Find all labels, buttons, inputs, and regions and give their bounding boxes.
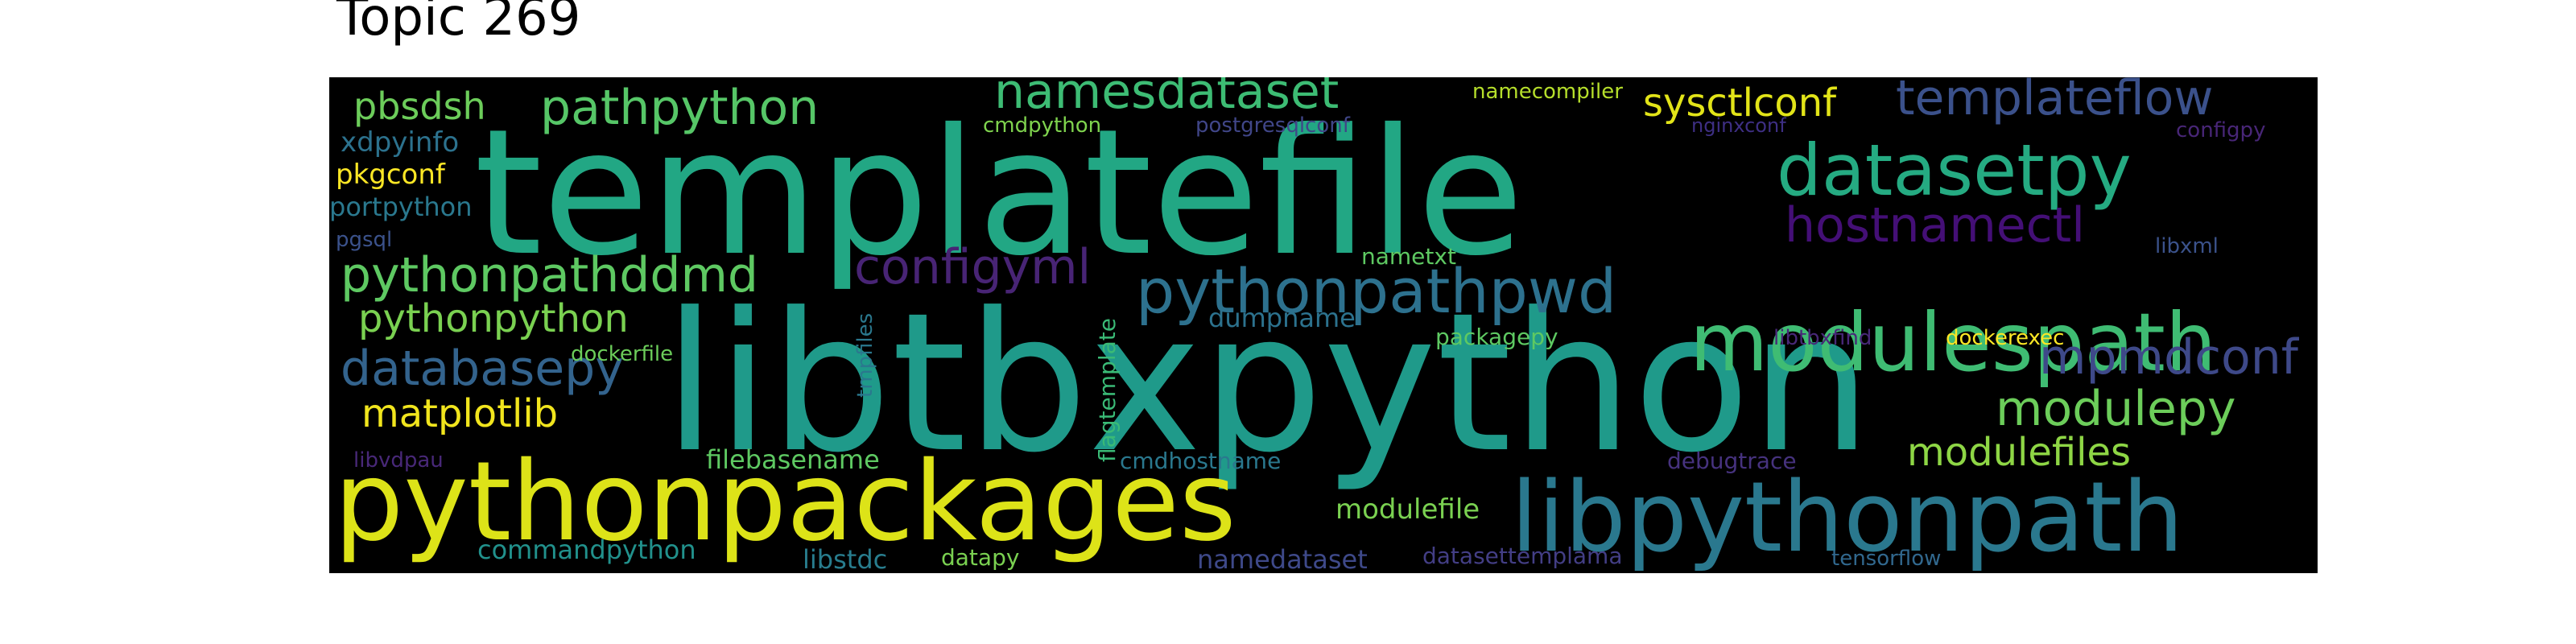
word-libtbxfind: libtbxfind xyxy=(1773,326,1872,350)
word-nametxt: nametxt xyxy=(1361,243,1456,270)
word-pythonpathpwd: pythonpathpwd xyxy=(1136,255,1616,327)
word-cmdhostname: cmdhostname xyxy=(1120,448,1281,474)
word-pythonpackages: pythonpackages xyxy=(334,439,1236,566)
word-filebasename: filebasename xyxy=(706,444,880,475)
word-nginxconf: nginxconf xyxy=(1691,114,1786,137)
word-pgsql: pgsql xyxy=(336,228,392,252)
word-databasepy: databasepy xyxy=(341,341,624,397)
word-pathpython: pathpython xyxy=(540,80,819,136)
word-xdpyinfo: xdpyinfo xyxy=(341,126,459,159)
word-cloud: templatefile libtbxpython pythonpackages li… xyxy=(329,77,2318,573)
word-modulefiles: modulefiles xyxy=(1907,430,2131,475)
word-templateflow: templateflow xyxy=(1896,77,2213,126)
word-packagepy: packagepy xyxy=(1435,324,1558,350)
word-pythonpython: pythonpython xyxy=(358,296,629,341)
word-datapy: datapy xyxy=(941,544,1019,571)
word-modulefile: modulefile xyxy=(1335,493,1480,526)
word-libvdpau: libvdpau xyxy=(353,448,444,473)
word-modulespath: modulespath xyxy=(1690,295,2216,390)
word-libstdc: libstdc xyxy=(803,544,887,573)
word-debugtrace: debugtrace xyxy=(1667,448,1797,474)
word-commandpython: commandpython xyxy=(477,535,696,565)
word-libxml: libxml xyxy=(2155,234,2219,258)
word-dockerfile: dockerfile xyxy=(571,342,673,366)
word-namecompiler: namecompiler xyxy=(1472,80,1623,104)
word-hostnamectl: hostnamectl xyxy=(1785,197,2085,254)
word-namedataset: namedataset xyxy=(1197,544,1368,573)
word-dumpname: dumpname xyxy=(1208,303,1356,333)
word-tmpfiles: tmpfiles xyxy=(853,313,877,398)
word-sysctlconf: sysctlconf xyxy=(1643,80,1837,126)
word-cmdpython: cmdpython xyxy=(983,114,1101,138)
word-matplotlib: matplotlib xyxy=(361,391,558,436)
word-libtbxpython: libtbxpython xyxy=(663,272,1872,495)
word-pkgconf: pkgconf xyxy=(336,159,446,191)
word-portpython: portpython xyxy=(329,192,473,222)
word-namesdataset: namesdataset xyxy=(994,77,1339,120)
word-dockerexec: dockerexec xyxy=(1946,326,2064,350)
word-postgresqlconf: postgresqlconf xyxy=(1195,114,1351,138)
word-mpmdconf: mpmdconf xyxy=(2039,329,2300,386)
word-datasettemplama: datasettemplama xyxy=(1422,543,1623,569)
word-configyml: configyml xyxy=(854,239,1091,295)
word-pbsdsh: pbsdsh xyxy=(353,85,486,128)
word-libpythonpath: libpythonpath xyxy=(1511,462,2183,573)
word-templatefile: templatefile xyxy=(474,92,1524,294)
word-pythonpathddmd: pythonpathddmd xyxy=(341,247,758,303)
word-tensorflow: tensorflow xyxy=(1831,547,1941,571)
word-flagtemplate: flagtemplate xyxy=(1094,318,1121,462)
word-configpy: configpy xyxy=(2176,118,2265,142)
word-datasetpy: datasetpy xyxy=(1777,129,2132,212)
word-modulepy: modulepy xyxy=(1996,381,2235,437)
page-title: Topic 269 xyxy=(336,0,581,47)
